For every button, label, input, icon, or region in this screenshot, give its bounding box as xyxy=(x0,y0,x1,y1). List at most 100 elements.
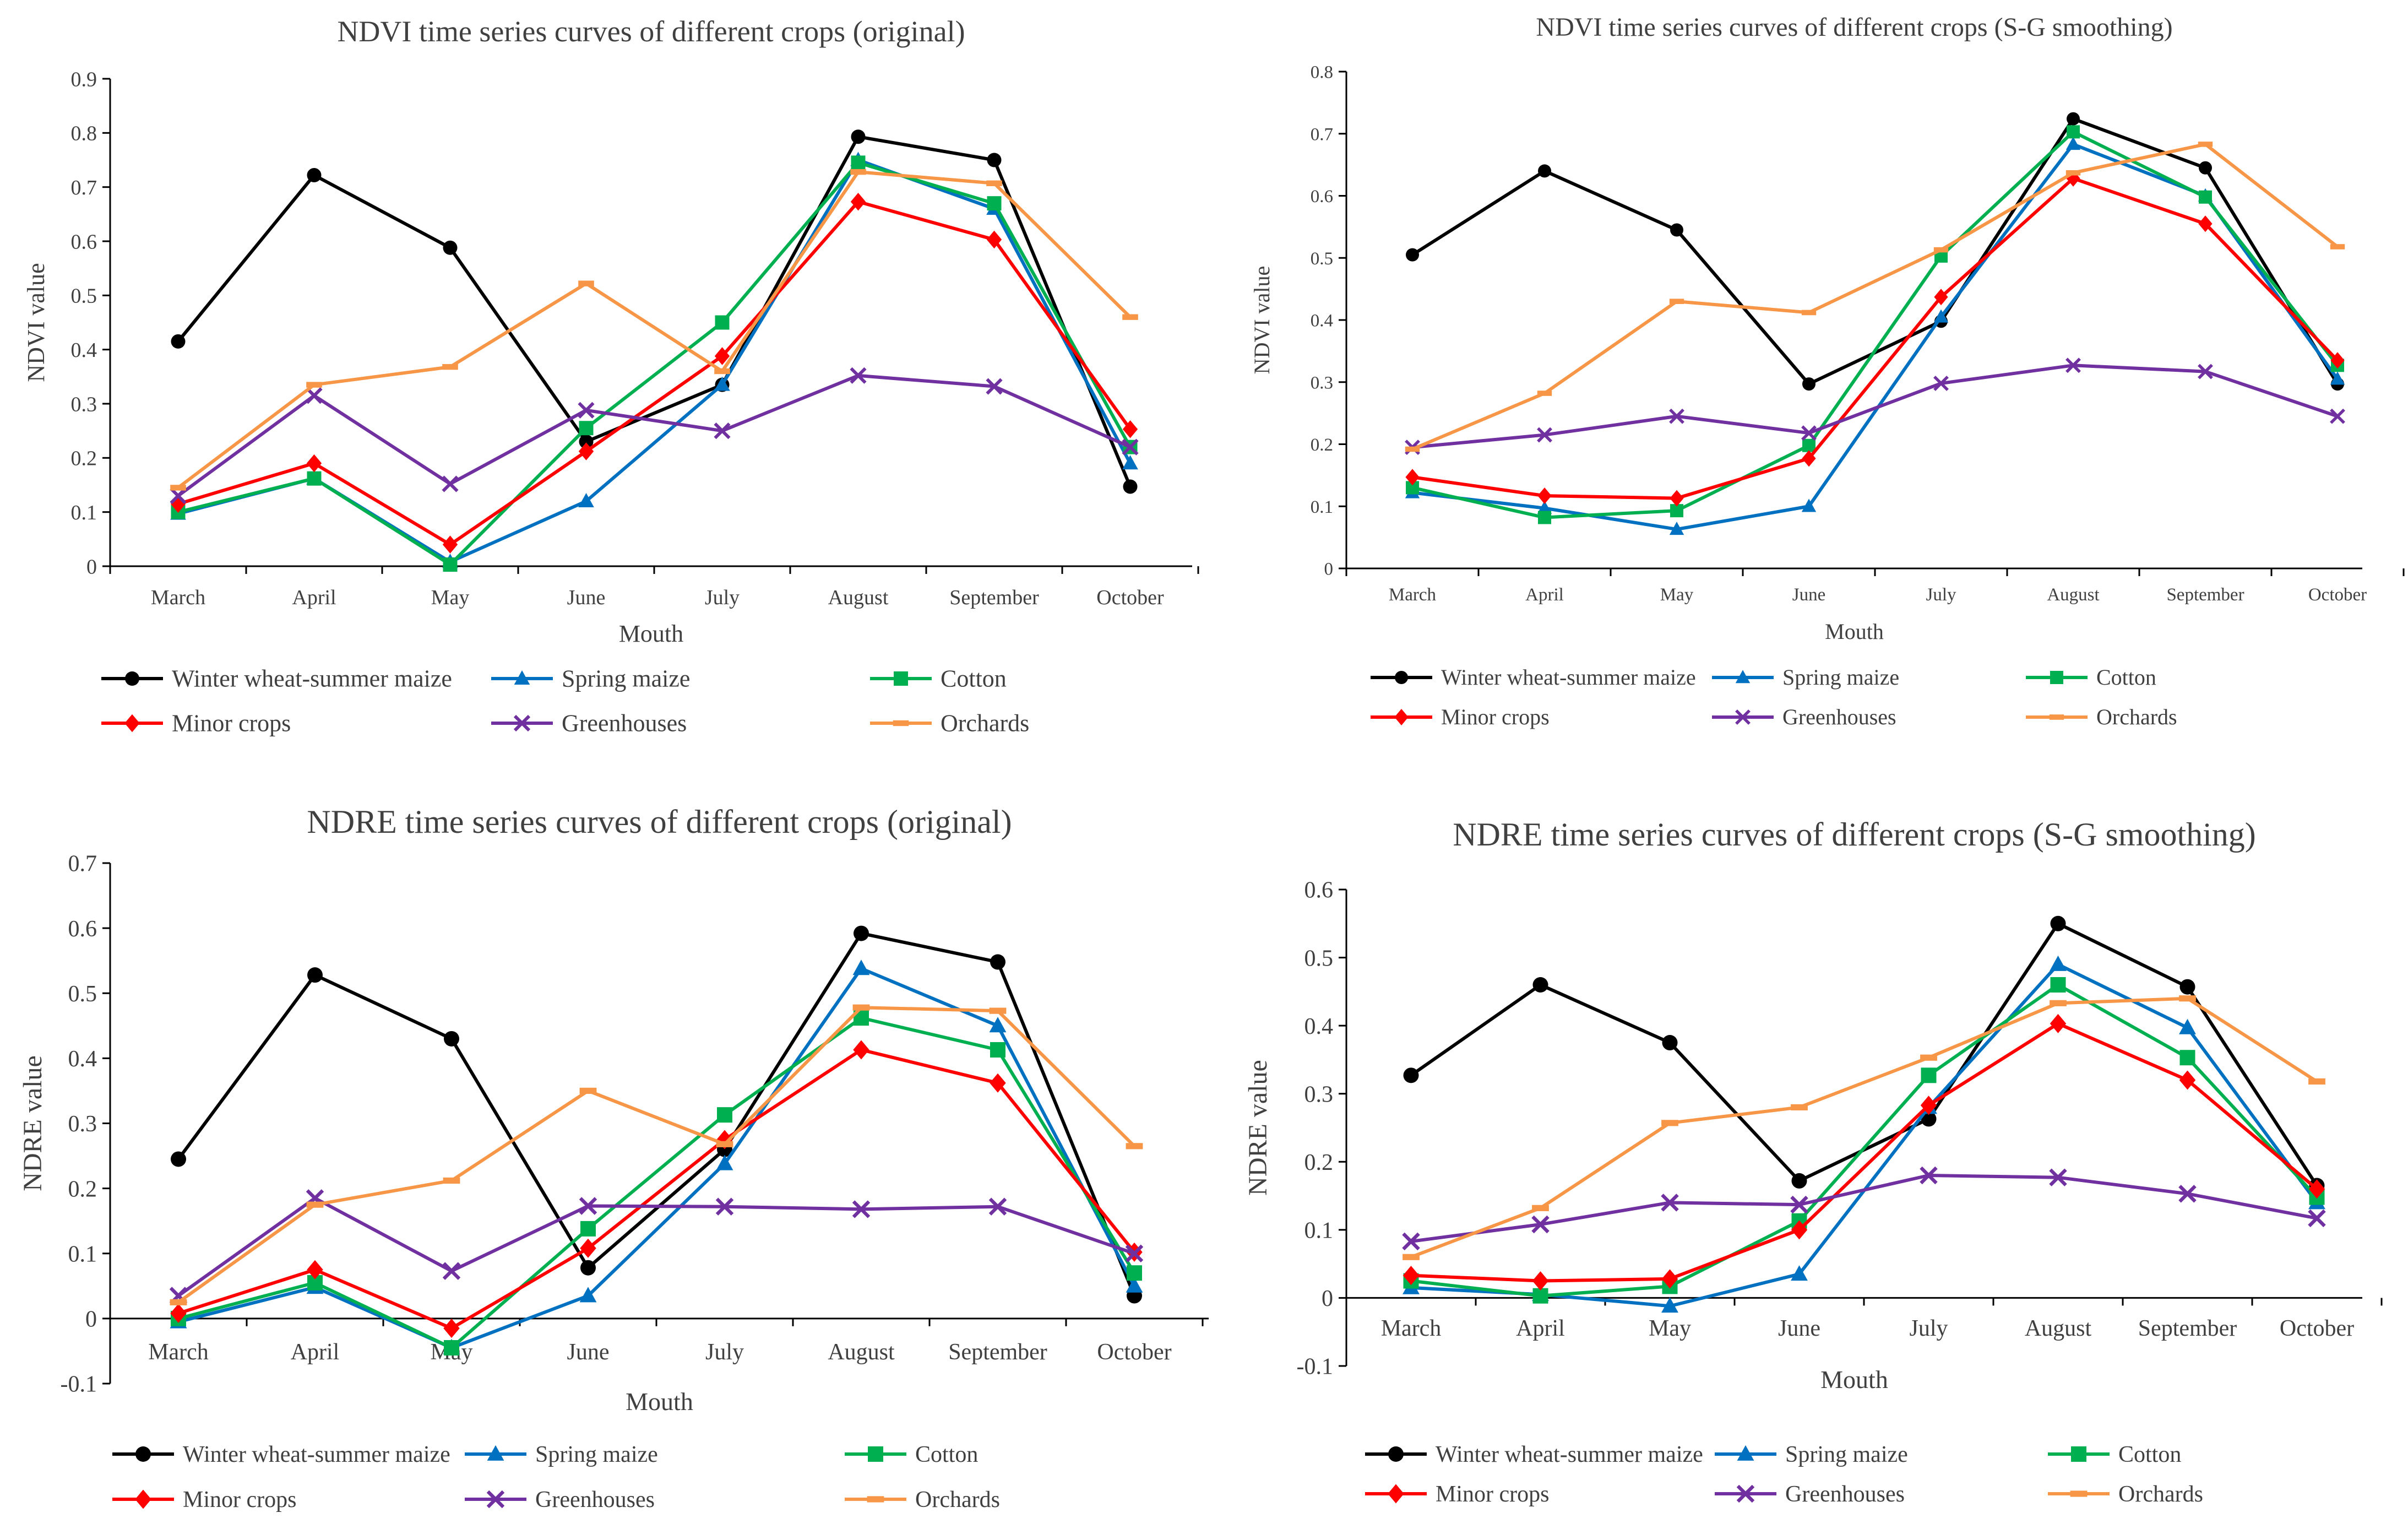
x-tick-label: May xyxy=(1649,1316,1691,1341)
data-point-minor-crops xyxy=(306,454,322,473)
data-point-minor-crops xyxy=(850,192,866,211)
data-point-cotton xyxy=(1532,1288,1548,1304)
data-point-winter-wheat-summer-maize xyxy=(2179,979,2195,995)
data-point-minor-crops xyxy=(1537,487,1552,505)
data-point-orchards xyxy=(306,382,322,388)
x-tick-label: August xyxy=(828,1340,895,1365)
data-point-cotton xyxy=(1538,511,1551,524)
data-point-greenhouses xyxy=(170,487,187,505)
data-point-minor-crops xyxy=(714,347,730,365)
data-point-orchards xyxy=(989,1007,1007,1014)
data-point-cotton xyxy=(1127,1265,1142,1281)
data-point-cotton xyxy=(2067,125,2080,139)
legend-swatch-marker xyxy=(894,671,908,686)
series-minor-crops xyxy=(1403,1013,2325,1291)
legend-swatch-marker xyxy=(513,714,531,732)
data-point-orchards xyxy=(2065,170,2081,176)
series-line-greenhouses xyxy=(177,373,1131,497)
data-point-greenhouses xyxy=(2065,357,2081,373)
series-line-orchards xyxy=(1411,142,2339,451)
data-point-winter-wheat-summer-maize xyxy=(1921,1111,1937,1127)
legend-label: Winter wheat-summer maize xyxy=(172,665,452,692)
data-point-greenhouses xyxy=(852,1200,871,1218)
data-point-greenhouses xyxy=(1537,427,1552,443)
series-greenhouses xyxy=(1405,357,2345,456)
series-cotton xyxy=(171,155,1138,572)
data-point-cotton xyxy=(2179,1050,2195,1066)
legend-swatch-marker xyxy=(125,671,139,686)
data-point-orchards xyxy=(1405,446,1420,452)
data-point-winter-wheat-summer-maize xyxy=(1403,1067,1419,1083)
x-tick-label: April xyxy=(1525,585,1564,605)
legend-label: Greenhouses xyxy=(1782,704,1896,729)
chart-title: NDVI time series curves of different cro… xyxy=(1536,13,2172,42)
series-line-cotton xyxy=(1412,130,2339,519)
data-point-greenhouses xyxy=(1402,1232,1420,1251)
series-line-minor-crops xyxy=(1411,1022,2318,1283)
y-tick-label: 0.1 xyxy=(1311,497,1333,517)
x-tick-label: March xyxy=(151,586,205,609)
y-axis-title: NDRE value xyxy=(1243,1060,1273,1196)
legend: Winter wheat-summer maize Spring maize Cot… xyxy=(101,665,1029,737)
data-point-minor-crops xyxy=(443,1319,460,1338)
data-point-winter-wheat-summer-maize xyxy=(171,1151,186,1167)
series-greenhouses xyxy=(170,367,1139,505)
legend-swatch-marker xyxy=(1395,671,1408,684)
series-line-greenhouses xyxy=(177,1196,1135,1297)
data-point-orchards xyxy=(1122,314,1138,320)
legend-label: Winter wheat-summer maize xyxy=(1441,665,1696,690)
data-point-winter-wheat-summer-maize xyxy=(2199,161,2212,175)
legend-item-orchards: Orchards xyxy=(845,1487,1000,1512)
legend-item-greenhouses: Greenhouses xyxy=(1715,1482,1905,1507)
data-point-greenhouses xyxy=(2330,408,2345,424)
y-tick-label: 0.1 xyxy=(71,501,97,524)
x-tick-label: September xyxy=(2138,1316,2237,1341)
x-tick-label: April xyxy=(292,586,336,609)
legend-item-greenhouses: Greenhouses xyxy=(465,1487,655,1512)
data-point-winter-wheat-summer-maize xyxy=(171,334,186,349)
data-point-orchards xyxy=(443,1177,460,1184)
data-point-minor-crops xyxy=(1122,420,1138,438)
data-point-orchards xyxy=(716,1141,733,1147)
legend-item-orchards: Orchards xyxy=(870,710,1029,737)
y-tick-label: 0.2 xyxy=(1304,1150,1334,1175)
legend: Winter wheat-summer maize Spring maize Cot… xyxy=(1365,1442,2203,1507)
series-line-cotton xyxy=(178,1016,1136,1350)
data-point-winter-wheat-summer-maize xyxy=(1532,977,1548,993)
legend-item-spring-maize: Spring maize xyxy=(491,665,690,692)
data-point-minor-crops xyxy=(442,535,458,554)
data-point-minor-crops xyxy=(1791,1220,1808,1240)
data-point-greenhouses xyxy=(715,1197,734,1216)
legend-item-orchards: Orchards xyxy=(2026,704,2177,729)
data-point-minor-crops xyxy=(578,442,594,460)
y-tick-label: 0 xyxy=(1324,560,1334,579)
y-tick-label: 0.3 xyxy=(68,1111,97,1137)
legend-item-cotton: Cotton xyxy=(845,1442,978,1467)
series-minor-crops xyxy=(1405,170,2345,507)
legend-item-winter-wheat-summer-maize: Winter wheat-summer maize xyxy=(1365,1442,1703,1467)
y-tick-label: 0.4 xyxy=(68,1047,97,1072)
legend-label: Orchards xyxy=(915,1487,1000,1512)
data-point-orchards xyxy=(1403,1254,1420,1260)
data-point-orchards xyxy=(986,180,1002,186)
data-point-cotton xyxy=(580,1221,596,1237)
legend-label: Greenhouses xyxy=(1785,1482,1905,1507)
legend-item-spring-maize: Spring maize xyxy=(465,1442,658,1467)
data-point-cotton xyxy=(990,1042,1005,1058)
data-point-greenhouses xyxy=(306,387,323,404)
legend-swatch-marker xyxy=(1735,709,1751,725)
data-point-minor-crops xyxy=(170,1303,187,1323)
data-point-spring-maize xyxy=(1537,500,1552,514)
x-tick-label: April xyxy=(291,1340,340,1365)
legend-item-cotton: Cotton xyxy=(870,665,1007,692)
x-tick-label: May xyxy=(431,586,470,609)
data-point-orchards xyxy=(1801,310,1817,316)
series-spring-maize xyxy=(170,959,1143,1354)
chart-panel-ndre-smoothed: NDRE time series curves of different cro… xyxy=(1243,816,2383,1507)
data-point-winter-wheat-summer-maize xyxy=(1670,223,1683,237)
x-tick-label: March xyxy=(1381,1316,1442,1341)
data-point-winter-wheat-summer-maize xyxy=(1123,479,1138,494)
series-spring-maize xyxy=(170,151,1138,568)
legend-swatch-marker xyxy=(1388,1446,1404,1462)
